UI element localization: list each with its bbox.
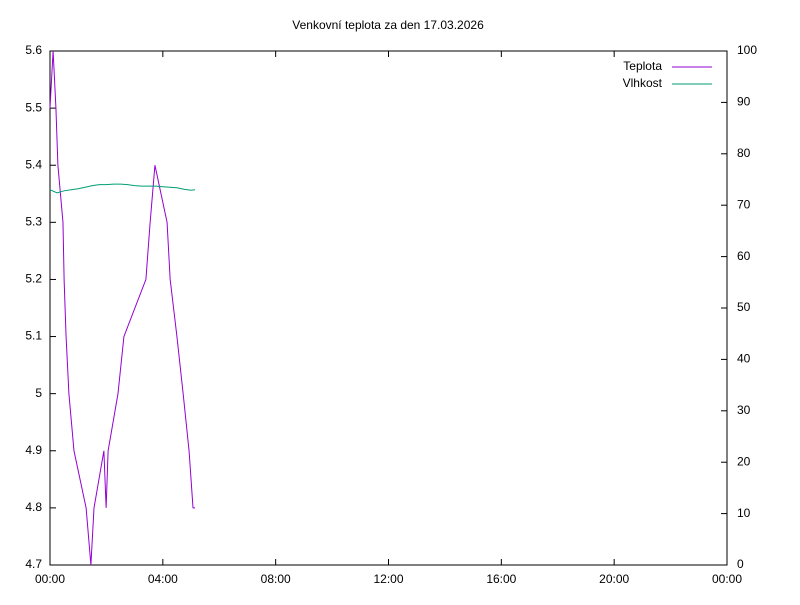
y-tick-label: 4.9 bbox=[25, 443, 42, 457]
y-tick-label: 5 bbox=[35, 386, 42, 400]
y2-tick-label: 80 bbox=[737, 146, 751, 160]
series-line bbox=[49, 50, 195, 566]
y-tick-label: 5.3 bbox=[25, 215, 42, 229]
x-tick-label: 16:00 bbox=[486, 572, 516, 586]
series-line bbox=[49, 183, 196, 194]
legend-label: Teplota bbox=[623, 59, 662, 73]
y2-tick-label: 0 bbox=[737, 557, 744, 571]
y-tick-label: 4.7 bbox=[25, 557, 42, 571]
y2-tick-label: 60 bbox=[737, 249, 751, 263]
x-tick-label: 04:00 bbox=[148, 572, 178, 586]
y-tick-label: 5.5 bbox=[25, 100, 42, 114]
y2-tick-label: 30 bbox=[737, 403, 751, 417]
y-tick-label: 5.2 bbox=[25, 272, 42, 286]
y2-tick-label: 90 bbox=[737, 95, 751, 109]
chart-title: Venkovní teplota za den 17.03.2026 bbox=[292, 18, 484, 32]
legend-label: Vlhkost bbox=[623, 76, 663, 90]
y2-tick-label: 20 bbox=[737, 454, 751, 468]
y-tick-label: 5.6 bbox=[25, 43, 42, 57]
y2-tick-label: 100 bbox=[737, 43, 757, 57]
x-tick-label: 08:00 bbox=[261, 572, 291, 586]
y-tick-label: 5.4 bbox=[25, 157, 42, 171]
y2-tick-label: 70 bbox=[737, 197, 751, 211]
y-tick-label: 4.8 bbox=[25, 500, 42, 514]
y2-tick-label: 10 bbox=[737, 506, 751, 520]
y2-tick-label: 40 bbox=[737, 352, 751, 366]
x-tick-label: 00:00 bbox=[712, 572, 742, 586]
x-tick-label: 12:00 bbox=[373, 572, 403, 586]
y-tick-label: 5.1 bbox=[25, 329, 42, 343]
x-tick-label: 00:00 bbox=[35, 572, 65, 586]
x-tick-label: 20:00 bbox=[599, 572, 629, 586]
y2-tick-label: 50 bbox=[737, 300, 751, 314]
